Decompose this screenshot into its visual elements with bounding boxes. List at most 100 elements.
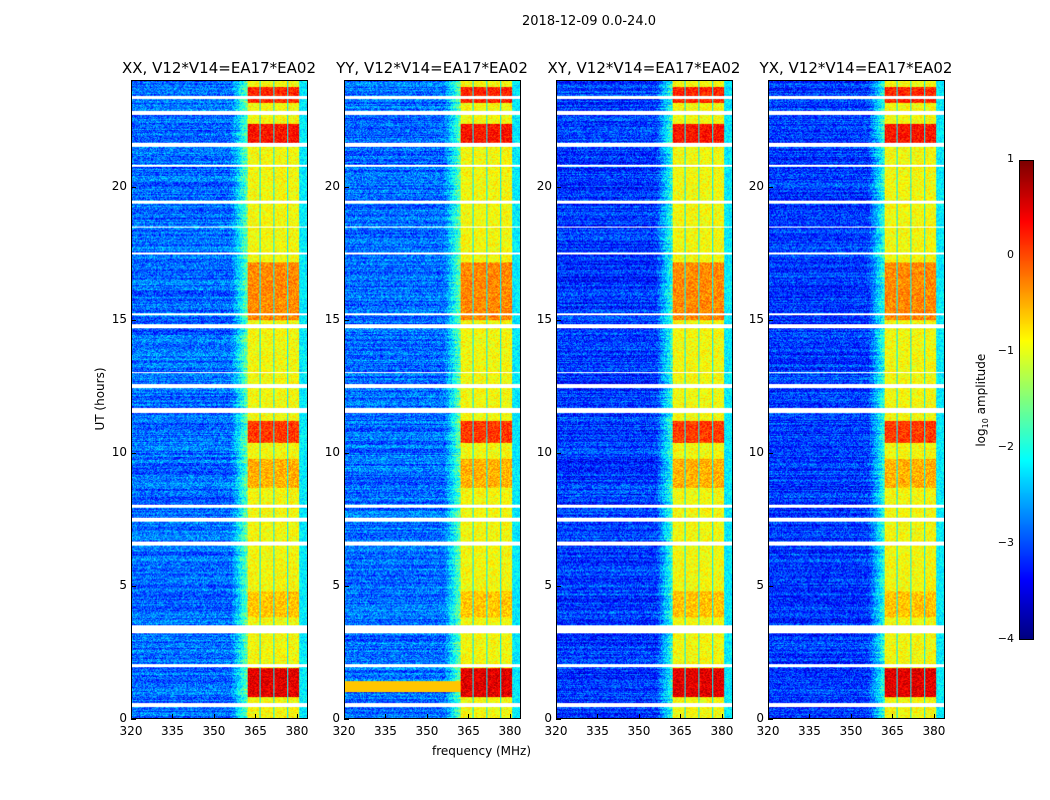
x-tick-label: 335 [798, 724, 821, 738]
colorbar-gradient [1020, 161, 1033, 639]
x-tick-label: 320 [119, 724, 143, 738]
colorbar-tick-label: −1 [997, 344, 1014, 357]
heatmap-panel-2 [556, 80, 733, 719]
y-tick-mark [131, 719, 136, 720]
panel-title: XX, V12*V14=EA17*EA02 [121, 59, 316, 77]
x-tick-mark [768, 714, 769, 719]
x-tick-label: 350 [627, 724, 651, 738]
x-tick-label: 380 [285, 724, 309, 738]
y-tick-label: 10 [536, 444, 552, 459]
y-tick-label: 5 [544, 577, 552, 592]
y-tick-mark [344, 585, 349, 587]
x-tick-mark [721, 714, 723, 719]
y-tick-label: 5 [756, 577, 764, 592]
x-tick-mark [213, 714, 215, 719]
x-tick-label: 365 [881, 724, 904, 738]
y-tick-label: 0 [544, 711, 552, 725]
panel-title: XY, V12*V14=EA17*EA02 [547, 59, 741, 77]
x-tick-mark [597, 714, 599, 719]
y-tick-mark [344, 186, 349, 188]
y-tick-mark [768, 719, 773, 720]
colorbar-tick-label: −4 [997, 632, 1014, 645]
y-tick-label: 0 [756, 711, 764, 725]
x-tick-label: 380 [922, 724, 946, 738]
y-tick-label: 20 [111, 178, 127, 193]
y-tick-label: 0 [119, 711, 127, 725]
y-tick-mark [131, 585, 136, 587]
y-tick-mark [344, 319, 349, 321]
y-tick-mark [768, 319, 773, 321]
heatmap-image [345, 81, 520, 718]
colorbar-tick-label: 0 [1007, 248, 1014, 261]
x-tick-label: 365 [244, 724, 267, 738]
x-tick-label: 350 [839, 724, 863, 738]
y-tick-mark [131, 186, 136, 188]
x-tick-mark [426, 714, 428, 719]
y-tick-mark [131, 452, 136, 454]
x-tick-mark [296, 714, 298, 719]
y-tick-mark [556, 719, 561, 720]
y-tick-label: 10 [748, 444, 764, 459]
x-tick-label: 320 [332, 724, 356, 738]
x-axis-label: frequency (MHz) [432, 744, 532, 758]
y-tick-mark [556, 585, 561, 587]
x-tick-label: 335 [586, 724, 609, 738]
x-tick-mark [556, 714, 557, 719]
heatmap-image [132, 81, 307, 718]
y-tick-label: 15 [111, 311, 127, 326]
y-tick-label: 5 [332, 577, 340, 592]
x-tick-mark [172, 714, 174, 719]
x-tick-mark [385, 714, 387, 719]
colorbar-tick-label: −3 [997, 536, 1014, 549]
x-tick-label: 365 [457, 724, 480, 738]
y-tick-label: 10 [111, 444, 127, 459]
y-tick-mark [768, 186, 773, 188]
y-tick-mark [344, 452, 349, 454]
y-tick-mark [768, 585, 773, 587]
colorbar-tick-label: −2 [997, 440, 1014, 453]
y-tick-mark [131, 319, 136, 321]
x-tick-mark [468, 714, 470, 719]
y-tick-label: 20 [324, 178, 340, 193]
panel-title: YY, V12*V14=EA17*EA02 [336, 59, 528, 77]
x-tick-mark [809, 714, 811, 719]
y-tick-label: 0 [332, 711, 340, 725]
heatmap-panel-3 [768, 80, 945, 719]
x-tick-mark [850, 714, 852, 719]
x-tick-label: 320 [544, 724, 568, 738]
y-axis-label: UT (hours) [93, 367, 107, 431]
y-tick-mark [556, 319, 561, 321]
x-tick-label: 335 [161, 724, 184, 738]
heatmap-panel-1 [344, 80, 521, 719]
y-tick-mark [344, 719, 349, 720]
figure-title: 2018-12-09 0.0-24.0 [522, 14, 656, 29]
y-tick-mark [768, 452, 773, 454]
x-tick-label: 335 [374, 724, 397, 738]
colorbar [1019, 160, 1034, 640]
x-tick-label: 380 [498, 724, 522, 738]
x-tick-mark [509, 714, 511, 719]
x-tick-label: 380 [710, 724, 734, 738]
x-tick-label: 350 [415, 724, 439, 738]
y-tick-mark [556, 452, 561, 454]
x-tick-mark [892, 714, 894, 719]
y-tick-label: 5 [119, 577, 127, 592]
x-tick-mark [344, 714, 345, 719]
x-tick-label: 350 [202, 724, 226, 738]
x-tick-mark [638, 714, 640, 719]
y-tick-label: 15 [748, 311, 764, 326]
heatmap-image [557, 81, 732, 718]
y-tick-label: 20 [748, 178, 764, 193]
x-tick-mark [680, 714, 682, 719]
y-tick-label: 15 [536, 311, 552, 326]
y-tick-label: 20 [536, 178, 552, 193]
x-tick-label: 365 [669, 724, 692, 738]
colorbar-tick-label: 1 [1007, 152, 1014, 165]
x-tick-mark [255, 714, 257, 719]
x-tick-mark [933, 714, 935, 719]
x-tick-mark [131, 714, 132, 719]
y-tick-label: 15 [324, 311, 340, 326]
panel-title: YX, V12*V14=EA17*EA02 [759, 59, 953, 77]
heatmap-panel-0 [131, 80, 308, 719]
